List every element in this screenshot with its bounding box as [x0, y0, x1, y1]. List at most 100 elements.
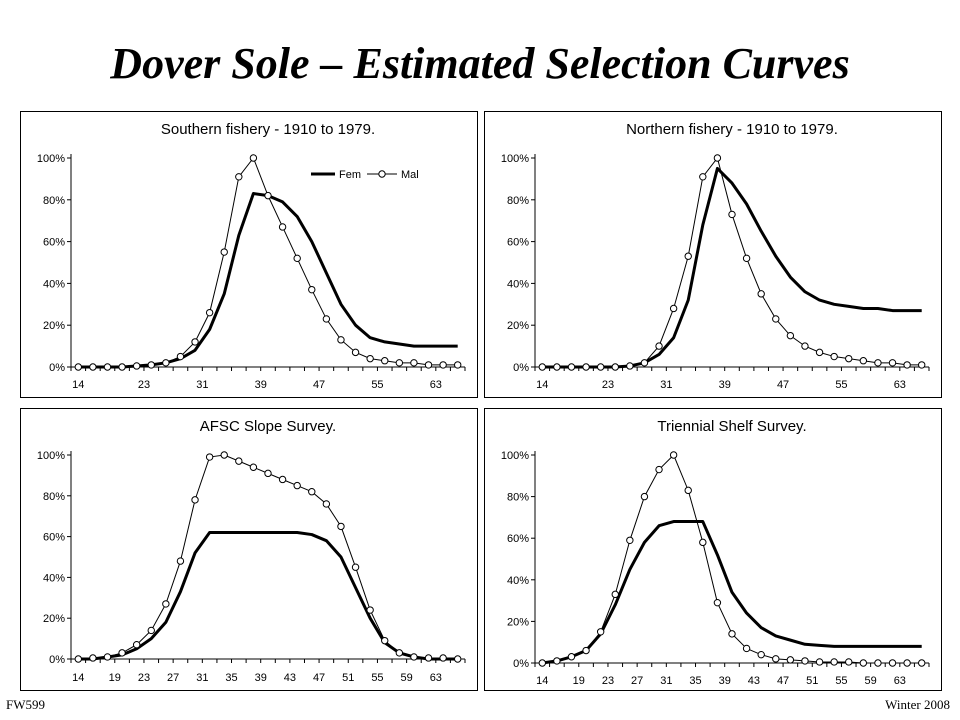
data-point-mal — [205, 308, 214, 317]
data-point-mal — [191, 338, 199, 346]
data-point-mal — [845, 354, 853, 363]
y-tick-label: 100% — [37, 153, 65, 165]
data-point-mal — [874, 659, 882, 667]
data-point-mal — [381, 636, 389, 645]
series-line-fem — [78, 192, 458, 369]
data-point-mal — [220, 451, 228, 459]
data-point-mal — [191, 496, 199, 504]
data-point-mal — [684, 486, 692, 495]
x-tick-label: 31 — [660, 675, 672, 687]
data-point-mal — [454, 361, 462, 369]
legend-label-fem: Fem — [339, 169, 361, 181]
data-point-mal — [147, 626, 155, 635]
data-point-mal — [757, 650, 765, 659]
x-tick-label: 31 — [196, 379, 208, 391]
x-tick-label: 14 — [72, 379, 84, 391]
data-point-mal — [89, 654, 97, 662]
data-point-mal — [337, 336, 345, 344]
x-tick-label: 23 — [602, 379, 614, 391]
y-tick-label: 100% — [501, 153, 529, 165]
data-point-mal — [293, 254, 301, 263]
data-point-mal — [859, 357, 868, 365]
data-point-mal — [103, 653, 112, 661]
data-point-mal — [815, 658, 824, 666]
data-point-mal — [162, 600, 170, 608]
x-tick-label: 47 — [777, 675, 789, 687]
x-tick-label: 59 — [401, 672, 413, 684]
y-tick-label: 80% — [43, 195, 65, 207]
series-line-mal — [78, 454, 458, 660]
x-tick-label: 55 — [835, 675, 847, 687]
data-point-mal — [728, 630, 736, 638]
x-tick-label: 19 — [573, 675, 585, 687]
x-tick-label: 14 — [72, 672, 84, 684]
x-tick-label: 63 — [430, 379, 442, 391]
x-tick-label: 39 — [255, 672, 267, 684]
y-tick-label: 40% — [43, 572, 65, 584]
data-point-mal — [264, 469, 272, 478]
data-point-mal — [918, 659, 926, 667]
data-point-mal — [235, 173, 243, 181]
data-point-mal — [772, 655, 780, 663]
data-point-mal — [684, 252, 692, 260]
data-point-mal — [567, 363, 576, 371]
data-point-mal — [439, 654, 447, 662]
data-point-mal — [366, 606, 374, 614]
footer-term: Winter 2008 — [885, 697, 950, 712]
x-tick-label: 23 — [138, 672, 150, 684]
x-tick-label: 59 — [865, 675, 877, 687]
x-tick-label: 51 — [342, 672, 354, 684]
data-point-mal — [918, 361, 926, 369]
y-tick-label: 60% — [43, 532, 65, 544]
afsc-slope-survey-chart: AFSC Slope Survey. 0% 20% 40% 60% 80% 100% 14 19… — [37, 418, 466, 684]
data-point-mal — [132, 641, 141, 649]
y-tick-label: 60% — [507, 237, 529, 249]
data-point-mal — [264, 191, 272, 200]
data-point-mal — [118, 649, 126, 657]
x-tick-label: 47 — [313, 379, 325, 391]
data-point-mal — [439, 361, 447, 369]
data-point-mal — [293, 481, 301, 490]
data-point-mal — [147, 361, 155, 369]
x-tick-label: 47 — [313, 672, 325, 684]
data-point-mal — [424, 654, 433, 662]
data-point-mal — [322, 500, 331, 508]
data-point-mal — [786, 331, 795, 340]
x-tick-label: 43 — [748, 675, 760, 687]
data-point-mal — [538, 659, 546, 667]
data-point-mal — [410, 359, 418, 367]
data-point-mal — [611, 590, 619, 599]
data-point-mal — [235, 457, 243, 465]
x-tick-label: 51 — [806, 675, 818, 687]
data-point-mal — [669, 451, 678, 459]
x-tick-label: 55 — [371, 672, 383, 684]
data-point-mal — [903, 659, 911, 667]
legend-marker-mal — [378, 170, 386, 178]
data-point-mal — [424, 361, 433, 369]
data-point-mal — [699, 538, 707, 547]
data-point-mal — [553, 363, 561, 371]
data-point-mal — [582, 363, 590, 371]
chart-title: Triennial Shelf Survey. — [657, 418, 806, 435]
x-tick-label: 63 — [430, 672, 442, 684]
northern-fishery-chart: Northern fishery - 1910 to 1979. 0% 20% 40%… — [501, 121, 930, 391]
x-tick-label: 63 — [894, 379, 906, 391]
data-point-mal — [176, 557, 185, 565]
data-point-mal — [859, 659, 868, 667]
x-tick-label: 39 — [719, 379, 731, 391]
x-tick-label: 27 — [631, 675, 643, 687]
data-point-mal — [655, 465, 663, 474]
data-point-mal — [395, 649, 404, 657]
data-point-mal — [626, 362, 634, 370]
chart-title: Northern fishery - 1910 to 1979. — [626, 121, 838, 138]
series-line-fem — [542, 520, 922, 665]
data-point-mal — [742, 254, 751, 263]
data-point-mal — [830, 352, 838, 361]
data-point-mal — [74, 655, 82, 663]
data-point-mal — [351, 563, 360, 571]
data-point-mal — [757, 290, 765, 298]
data-point-mal — [626, 536, 634, 544]
y-tick-label: 80% — [507, 195, 529, 207]
data-point-mal — [713, 154, 722, 162]
data-point-mal — [249, 154, 258, 162]
